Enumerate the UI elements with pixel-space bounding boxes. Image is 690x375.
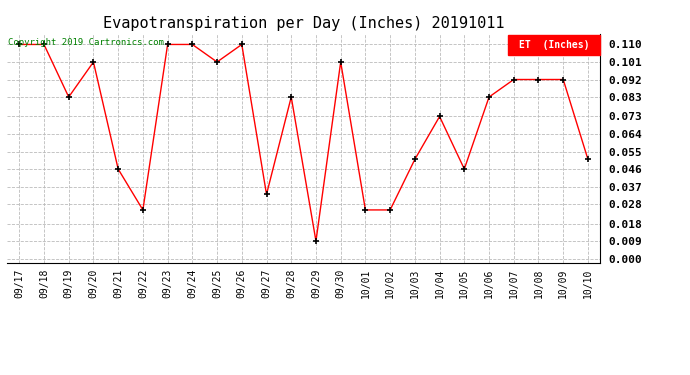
Bar (509, 35, 600, 56)
Text: ET  (Inches): ET (Inches) (519, 40, 589, 50)
Title: Evapotranspiration per Day (Inches) 20191011: Evapotranspiration per Day (Inches) 2019… (103, 16, 504, 31)
Text: Copyright 2019 Cartronics.com: Copyright 2019 Cartronics.com (8, 38, 164, 47)
